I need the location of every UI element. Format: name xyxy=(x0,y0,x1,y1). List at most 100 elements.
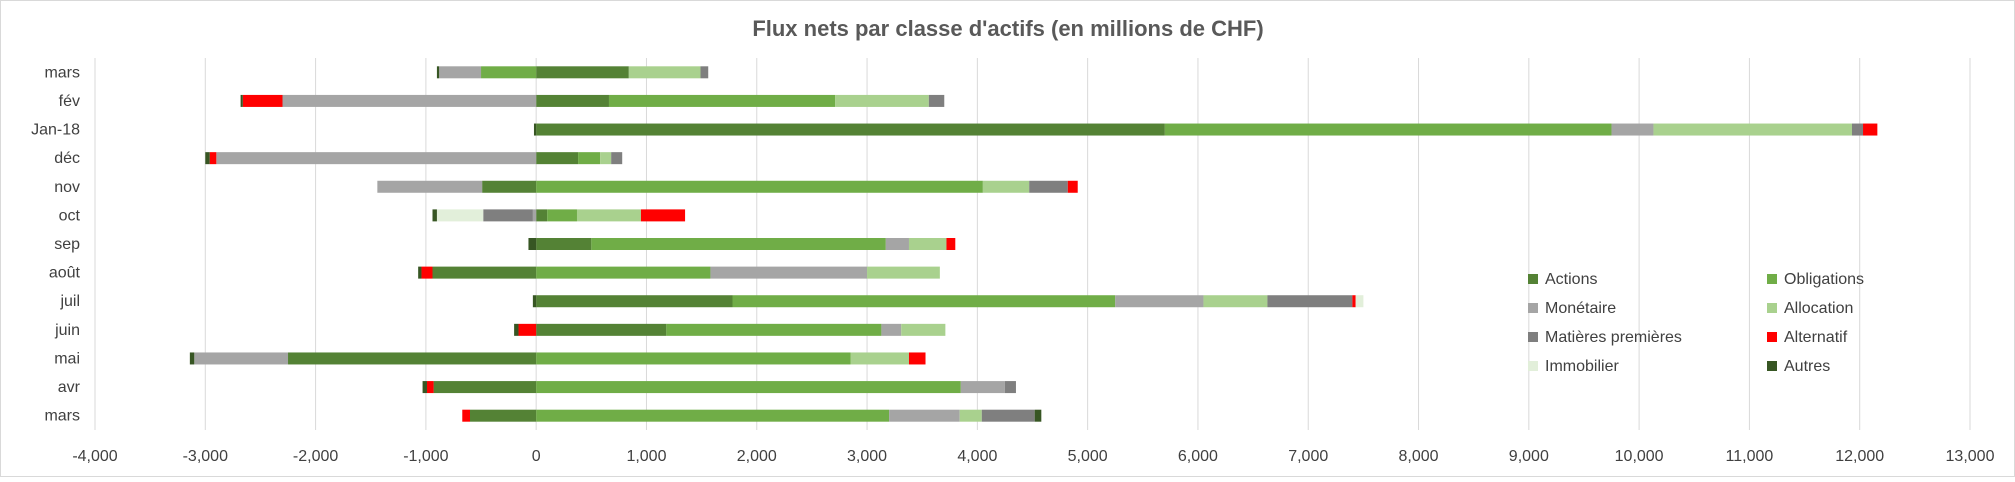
bar-segment xyxy=(1352,295,1356,308)
bar-segment xyxy=(908,238,947,250)
bar-segment xyxy=(418,266,422,279)
bar-segment xyxy=(867,266,940,279)
x-tick-label: 6,000 xyxy=(1178,448,1218,465)
category-label: juil xyxy=(59,293,80,310)
legend-swatch xyxy=(1528,361,1538,371)
bar-segment xyxy=(1115,295,1204,308)
category-label: mai xyxy=(54,350,80,367)
x-tick-label: 10,000 xyxy=(1615,448,1664,465)
x-tick-label: -1,000 xyxy=(403,448,448,465)
legend: Actions Obligations Monétaire Allocation Mat… xyxy=(1528,271,1864,375)
x-tick-label: -3,000 xyxy=(183,448,228,465)
bar-segment xyxy=(483,209,533,222)
legend-swatch xyxy=(1528,303,1538,313)
bar-segment xyxy=(710,266,868,279)
category-label: fév xyxy=(59,93,80,110)
bar-segment xyxy=(536,209,548,222)
bar-segment xyxy=(1203,295,1268,308)
bar-segment xyxy=(536,152,579,165)
legend-swatch xyxy=(1528,274,1538,284)
bar-segment xyxy=(666,323,882,336)
x-tick-label: 12,000 xyxy=(1835,448,1884,465)
bar-segment xyxy=(850,352,909,365)
bar-segment xyxy=(889,409,960,422)
bar-segment xyxy=(432,209,437,222)
legend-label: Autres xyxy=(1784,358,1830,375)
bar-segment xyxy=(1004,381,1016,394)
bar-segment xyxy=(536,381,961,394)
bar-segment xyxy=(981,409,1035,422)
bar-segment xyxy=(576,209,641,222)
bar-segment xyxy=(462,409,470,422)
bar-segment xyxy=(209,152,217,165)
x-tick-label: -2,000 xyxy=(293,448,338,465)
x-tick-label: 7,000 xyxy=(1288,448,1328,465)
bar-segment xyxy=(426,381,434,394)
x-tick-label: 13,000 xyxy=(1946,448,1995,465)
bar-segment xyxy=(547,209,577,222)
bar-segment xyxy=(881,323,902,336)
x-tick-label: 8,000 xyxy=(1399,448,1439,465)
bar-segment xyxy=(536,352,851,365)
legend-swatch xyxy=(1767,274,1777,284)
bar-segment xyxy=(194,352,289,365)
bar-segment xyxy=(960,381,1005,394)
bar-segment xyxy=(536,266,711,279)
bar-segment xyxy=(600,152,612,165)
bar-segment xyxy=(536,238,592,250)
bar-segment xyxy=(1355,295,1364,308)
legend-label: Matières premières xyxy=(1545,329,1682,346)
bar-segment xyxy=(536,409,890,422)
x-tick-label: 2,000 xyxy=(737,448,777,465)
bar-segment xyxy=(536,295,733,308)
bar-segment xyxy=(885,238,909,250)
bar-segment xyxy=(608,94,836,107)
bar-segment xyxy=(436,66,440,79)
bar-segment xyxy=(528,238,537,250)
legend-label: Obligations xyxy=(1784,271,1864,288)
bar-segment xyxy=(611,152,623,165)
bar-segment xyxy=(1863,123,1878,136)
bar-segment xyxy=(835,94,929,107)
x-tick-label: -4,000 xyxy=(72,448,117,465)
x-tick-label: 3,000 xyxy=(847,448,887,465)
bar-segment xyxy=(240,94,243,107)
bar-segment xyxy=(1029,180,1068,193)
legend-label: Monétaire xyxy=(1545,300,1616,317)
category-label: sep xyxy=(54,236,80,253)
bar-segment xyxy=(946,238,956,250)
bar-segment xyxy=(1267,295,1353,308)
bar-segment xyxy=(732,295,1116,308)
bar-segment xyxy=(422,381,427,394)
bar-segment xyxy=(282,94,537,107)
bar-segment xyxy=(901,323,946,336)
legend-swatch xyxy=(1767,332,1777,342)
bar-segment xyxy=(928,94,945,107)
legend-label: Actions xyxy=(1545,271,1597,288)
bar-segment xyxy=(432,266,537,279)
bar-segment xyxy=(1653,123,1852,136)
legend-swatch xyxy=(1767,361,1777,371)
bar-segment xyxy=(1164,123,1612,136)
bar-segment xyxy=(532,295,537,308)
bar-segment xyxy=(189,352,195,365)
bar-segment xyxy=(377,180,483,193)
bar-segment xyxy=(533,123,537,136)
x-tick-label: 11,000 xyxy=(1726,448,1774,465)
x-tick-label: 5,000 xyxy=(1068,448,1108,465)
bar-segment xyxy=(1611,123,1654,136)
category-label: Jan-18 xyxy=(31,122,80,139)
bar-segment xyxy=(959,409,982,422)
bars xyxy=(189,66,1878,422)
bar-segment xyxy=(908,352,926,365)
bar-segment xyxy=(433,381,537,394)
bar-segment xyxy=(536,123,1165,136)
category-label: nov xyxy=(54,179,80,196)
bar-segment xyxy=(536,94,609,107)
bar-segment xyxy=(591,238,886,250)
legend-label: Alternatif xyxy=(1784,329,1848,346)
bar-segment xyxy=(536,323,667,336)
